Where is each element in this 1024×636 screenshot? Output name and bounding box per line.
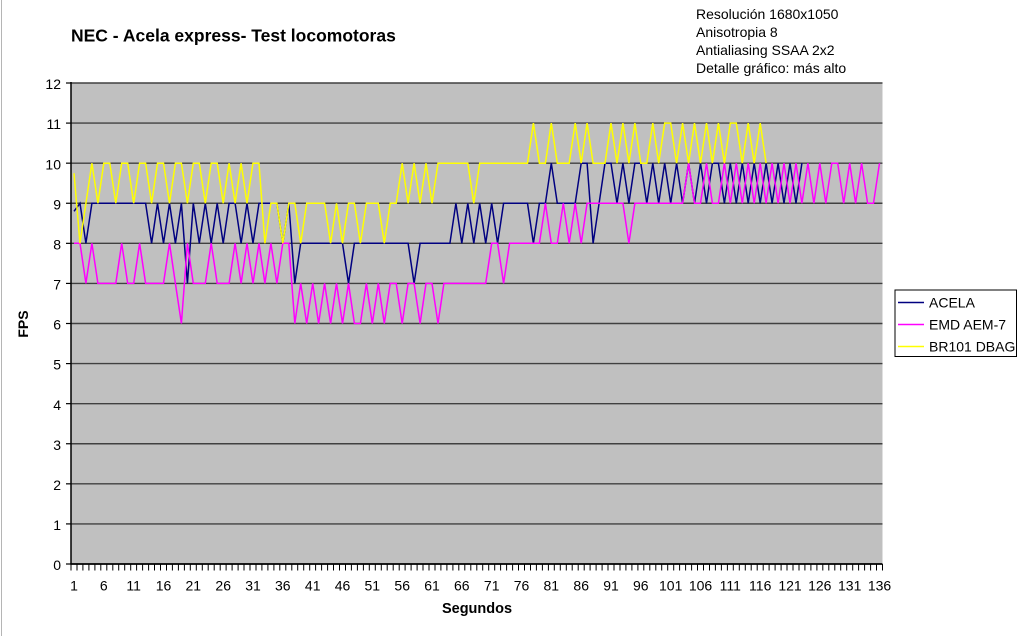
svg-text:Detalle gráfico: más alto: Detalle gráfico: más alto	[696, 60, 846, 76]
svg-text:56: 56	[394, 578, 410, 594]
svg-text:ACELA: ACELA	[929, 295, 976, 311]
svg-text:7: 7	[53, 277, 61, 293]
svg-text:71: 71	[484, 578, 500, 594]
svg-text:Antialiasing SSAA 2x2: Antialiasing SSAA 2x2	[696, 42, 835, 58]
svg-text:FPS: FPS	[15, 310, 31, 337]
svg-text:16: 16	[156, 578, 172, 594]
svg-text:EMD AEM-7: EMD AEM-7	[929, 317, 1006, 333]
svg-text:8: 8	[53, 236, 61, 252]
svg-text:66: 66	[454, 578, 470, 594]
svg-text:6: 6	[100, 578, 108, 594]
svg-text:31: 31	[245, 578, 261, 594]
svg-text:121: 121	[778, 578, 802, 594]
svg-text:1: 1	[70, 578, 78, 594]
svg-text:91: 91	[603, 578, 619, 594]
svg-text:Resolución 1680x1050: Resolución 1680x1050	[696, 6, 839, 22]
svg-text:11: 11	[126, 578, 141, 594]
svg-text:9: 9	[53, 196, 61, 212]
svg-text:0: 0	[53, 557, 61, 573]
svg-text:106: 106	[689, 578, 713, 594]
svg-text:76: 76	[514, 578, 530, 594]
svg-text:10: 10	[45, 156, 61, 172]
svg-text:Anisotropia 8: Anisotropia 8	[696, 24, 778, 40]
svg-text:Segundos: Segundos	[442, 601, 512, 617]
svg-text:86: 86	[573, 578, 589, 594]
svg-text:2: 2	[53, 477, 61, 493]
svg-text:6: 6	[53, 317, 61, 333]
svg-text:3: 3	[53, 437, 61, 453]
svg-text:11: 11	[46, 116, 61, 132]
svg-text:136: 136	[868, 578, 892, 594]
svg-text:126: 126	[808, 578, 832, 594]
svg-text:5: 5	[53, 357, 61, 373]
svg-text:21: 21	[186, 578, 202, 594]
svg-text:131: 131	[838, 578, 862, 594]
svg-text:51: 51	[365, 578, 381, 594]
svg-text:1: 1	[53, 517, 61, 533]
svg-text:61: 61	[424, 578, 440, 594]
svg-text:12: 12	[45, 76, 61, 92]
svg-text:36: 36	[275, 578, 291, 594]
svg-text:46: 46	[335, 578, 351, 594]
svg-text:116: 116	[749, 578, 772, 594]
svg-text:41: 41	[305, 578, 321, 594]
svg-text:4: 4	[53, 397, 61, 413]
svg-text:NEC - Acela express- Test loco: NEC - Acela express- Test locomotoras	[71, 26, 396, 46]
svg-text:81: 81	[544, 578, 560, 594]
svg-text:96: 96	[633, 578, 649, 594]
svg-text:26: 26	[215, 578, 231, 594]
svg-text:111: 111	[720, 578, 741, 594]
svg-text:101: 101	[659, 578, 683, 594]
svg-text:BR101 DBAG: BR101 DBAG	[929, 339, 1015, 355]
